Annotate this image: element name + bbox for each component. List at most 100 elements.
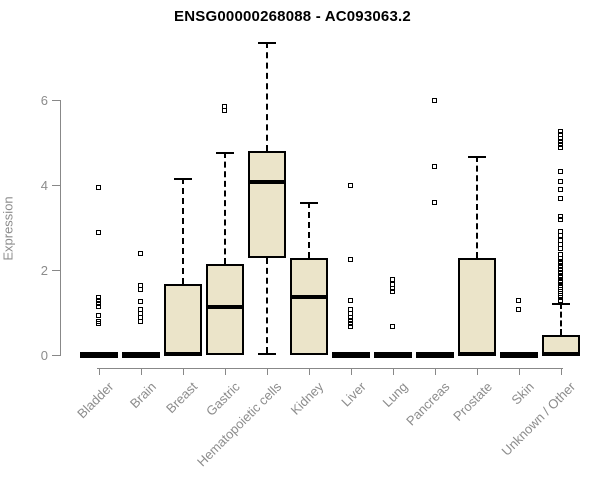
whisker-cap-upper (552, 303, 570, 306)
outlier-point (138, 250, 143, 256)
outlier-point (222, 108, 227, 114)
whisker-lower (266, 258, 268, 353)
x-tick-label-liver: Liver (338, 379, 369, 410)
outlier-point (558, 269, 563, 275)
outlier-point (558, 255, 563, 261)
x-tick (309, 368, 310, 375)
flat-box-7 (374, 352, 412, 358)
outlier-point (96, 184, 101, 190)
flat-box-1 (122, 352, 160, 358)
x-tick-label-bladder: Bladder (74, 379, 117, 422)
outlier-point (558, 267, 563, 273)
x-tick (519, 368, 520, 375)
x-tick-label-kidney: Kidney (287, 379, 327, 418)
x-tick-label-lung: Lung (379, 379, 411, 411)
whisker-upper (476, 156, 478, 259)
x-tick-label-brain: Brain (126, 379, 159, 412)
outlier-point (516, 306, 521, 312)
outlier-point (96, 312, 101, 318)
y-tick (52, 100, 60, 101)
y-tick (52, 355, 60, 356)
x-tick-label-unknown-other: Unknown / Other (499, 379, 579, 459)
y-tick (52, 270, 60, 271)
whisker-cap-lower (258, 352, 276, 355)
whisker-upper (308, 202, 310, 259)
whisker-cap-upper (468, 156, 486, 159)
outlier-point (558, 196, 563, 202)
y-axis-line (60, 100, 61, 356)
x-tick (141, 368, 142, 375)
x-tick-label-skin: Skin (508, 379, 537, 408)
flat-box-8 (416, 352, 454, 358)
x-tick-label-pancreas: Pancreas (403, 379, 453, 429)
outlier-point (390, 289, 395, 295)
x-tick (225, 368, 226, 375)
x-tick (99, 368, 100, 375)
x-tick (435, 368, 436, 375)
y-tick-label: 0 (40, 348, 48, 363)
box-2 (164, 284, 202, 355)
outlier-point (558, 179, 563, 185)
x-tick (477, 368, 478, 375)
box-9 (458, 258, 496, 355)
outlier-point (558, 132, 563, 138)
median-line (164, 351, 202, 356)
outlier-point (96, 298, 101, 304)
median-line (290, 294, 328, 299)
median-line (206, 304, 244, 309)
outlier-point (138, 318, 143, 324)
outlier-point (138, 298, 143, 304)
outlier-point (390, 277, 395, 283)
outlier-point (558, 297, 563, 303)
box-4 (248, 151, 286, 259)
outlier-point (558, 275, 563, 281)
outlier-point (558, 139, 563, 145)
outlier-point (96, 321, 101, 327)
outlier-point (138, 287, 143, 293)
whisker-cap-upper (300, 202, 318, 204)
whisker-cap-upper (216, 151, 234, 154)
outlier-point (390, 286, 395, 292)
outlier-point (96, 303, 101, 309)
whisker-upper (224, 151, 226, 264)
x-tick (561, 368, 562, 375)
outlier-point (348, 182, 353, 188)
outlier-point (558, 280, 563, 286)
median-line (248, 180, 286, 185)
outlier-point (558, 272, 563, 278)
outlier-point (558, 252, 563, 258)
flat-box-10 (500, 352, 538, 358)
outlier-point (558, 128, 563, 134)
outlier-point (558, 246, 563, 252)
outlier-point (348, 256, 353, 262)
outlier-point (558, 169, 563, 175)
outlier-point (558, 216, 563, 222)
whisker-cap-upper (174, 178, 192, 181)
x-tick-label-gastric: Gastric (202, 379, 243, 419)
y-tick-label: 6 (40, 93, 48, 108)
box-5 (290, 258, 328, 355)
outlier-point (348, 314, 353, 320)
outlier-point (96, 230, 101, 236)
y-axis-label: Expression (0, 196, 16, 261)
x-tick (351, 368, 352, 375)
flat-box-0 (80, 352, 118, 358)
flat-box-6 (332, 352, 370, 358)
outlier-point (558, 228, 563, 234)
outlier-point (348, 298, 353, 304)
x-tick-label-breast: Breast (163, 379, 201, 417)
median-line (542, 352, 580, 357)
x-tick-label-prostate: Prostate (449, 379, 495, 424)
outlier-point (96, 318, 101, 324)
outlier-point (558, 213, 563, 219)
outlier-point (558, 187, 563, 193)
whisker-cap-upper (258, 42, 276, 45)
outlier-point (558, 142, 563, 148)
outlier-point (348, 321, 353, 327)
box-3 (206, 263, 244, 355)
x-axis-line (97, 368, 563, 369)
outlier-point (432, 199, 437, 205)
outlier-point (558, 258, 563, 264)
whisker-upper (266, 42, 268, 151)
